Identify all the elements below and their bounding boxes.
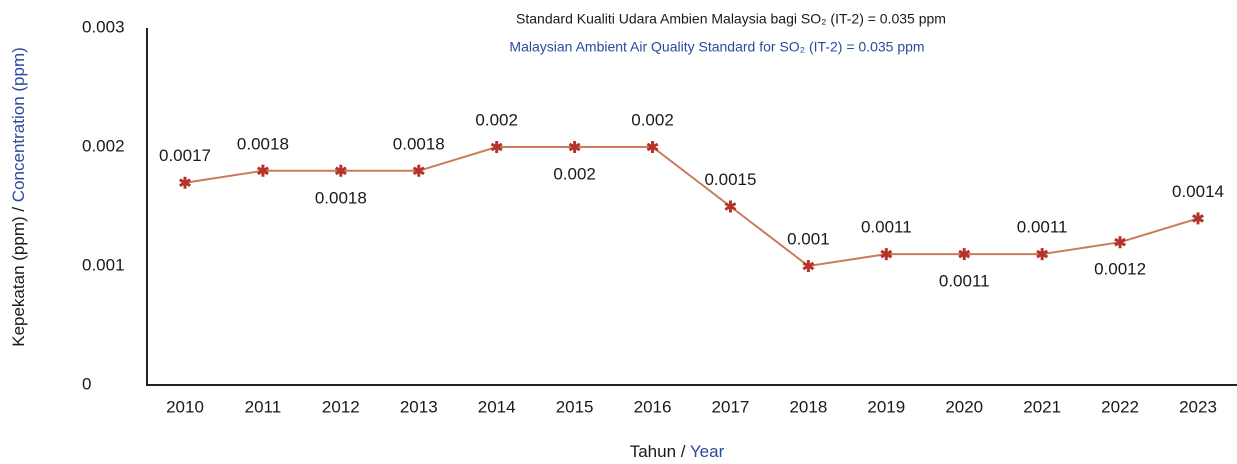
x-tick-label: 2013 — [400, 397, 438, 416]
y-tick-label: 0.001 — [82, 255, 125, 274]
marker — [958, 248, 971, 261]
data-label: 0.002 — [553, 164, 596, 183]
marker — [568, 141, 581, 153]
x-tick-label: 2019 — [867, 397, 905, 416]
x-tick-label: 2010 — [166, 397, 204, 416]
x-tick-label: 2020 — [945, 397, 983, 416]
marker — [179, 176, 191, 189]
y-tick-label: 0.002 — [82, 136, 125, 155]
data-label: 0.0012 — [1094, 260, 1146, 279]
y-axis-label-ms: Kepekatan (ppm) / — [9, 202, 28, 347]
annotation: Malaysian Ambient Air Quality Standard f… — [509, 39, 924, 55]
marker — [880, 248, 893, 261]
x-tick-label: 2011 — [245, 397, 282, 416]
data-label: 0.0014 — [1172, 182, 1224, 201]
data-label: 0.0017 — [159, 146, 211, 165]
marker — [724, 200, 737, 213]
data-label: 0.0011 — [1017, 218, 1068, 237]
marker — [256, 164, 269, 177]
y-axis-label: Kepekatan (ppm) / Concentration (ppm) — [9, 47, 28, 347]
data-label: 0.002 — [475, 110, 518, 129]
marker — [802, 260, 815, 272]
x-tick-label: 2015 — [556, 397, 594, 416]
marker — [1036, 248, 1049, 261]
data-label: 0.0018 — [393, 134, 445, 153]
x-axis-label: Tahun / Year — [630, 442, 725, 461]
marker — [490, 141, 503, 153]
x-tick-label: 2016 — [634, 397, 672, 416]
y-axis-label-en: Concentration (ppm) — [9, 47, 28, 202]
data-label: 0.0018 — [315, 188, 367, 207]
x-axis-label-ms: Tahun / — [630, 442, 690, 461]
y-tick-label: 0.003 — [82, 17, 125, 36]
y-tick-label: 0 — [82, 374, 91, 393]
data-label: 0.0011 — [861, 218, 912, 237]
data-label: 0.001 — [787, 229, 830, 248]
x-tick-label: 2017 — [712, 397, 750, 416]
marker — [412, 164, 425, 177]
marker — [646, 141, 659, 153]
data-label: 0.0018 — [237, 134, 289, 153]
data-label: 0.0015 — [704, 170, 756, 189]
marker — [334, 164, 347, 177]
data-label: 0.0011 — [939, 272, 990, 291]
marker — [1192, 212, 1204, 225]
x-tick-label: 2022 — [1101, 397, 1139, 416]
annotation: Standard Kualiti Udara Ambien Malaysia b… — [516, 11, 946, 27]
x-tick-label: 2018 — [789, 397, 827, 416]
x-tick-label: 2021 — [1023, 397, 1061, 416]
x-tick-label: 2023 — [1179, 397, 1217, 416]
x-tick-label: 2012 — [322, 397, 360, 416]
marker — [1114, 236, 1127, 249]
data-label: 0.002 — [631, 110, 674, 129]
line — [184, 146, 1199, 268]
x-tick-label: 2014 — [478, 397, 516, 416]
x-axis-label-en: Year — [690, 442, 725, 461]
